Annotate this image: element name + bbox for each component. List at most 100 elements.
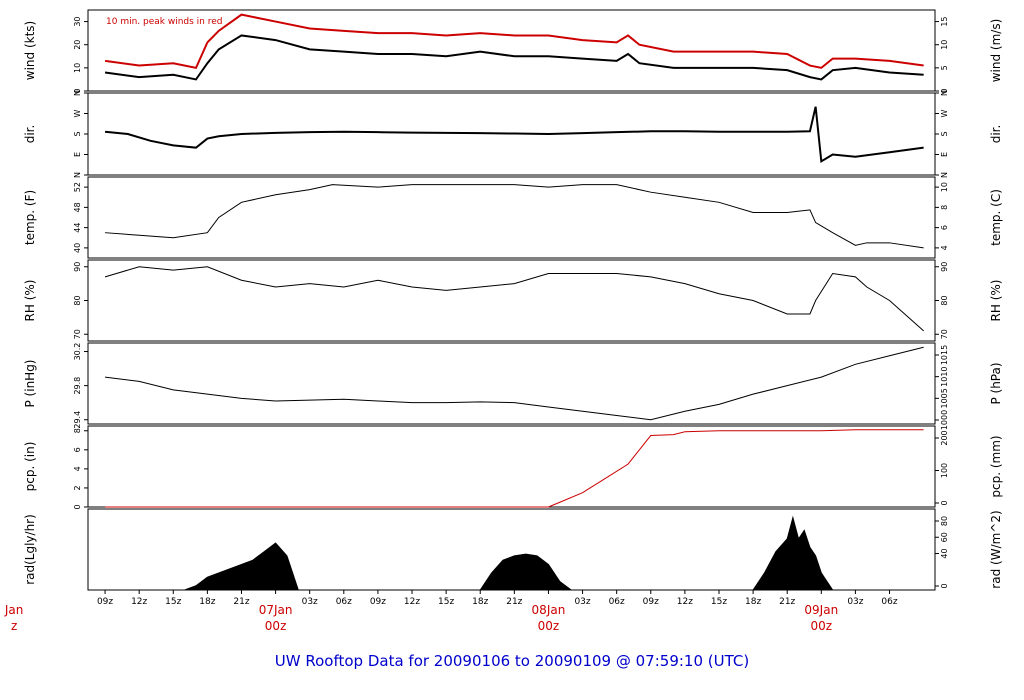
day-marker-time: z [11, 619, 17, 633]
day-marker-label: 08Jan [532, 603, 566, 617]
xtick-label: 09z [97, 597, 113, 607]
ytick-label-left-dir: N [73, 90, 82, 96]
ytick-label-right-rad: 60 [940, 532, 949, 542]
xtick-label: 15z [438, 597, 454, 607]
ytick-label-left-temp: 48 [73, 202, 82, 212]
ytick-label-left-wind: 30 [73, 16, 82, 26]
xtick-label: 03z [302, 597, 318, 607]
xtick-label: 09z [643, 597, 659, 607]
xtick-label: 06z [336, 597, 352, 607]
ytick-label-left-rh: 70 [73, 329, 82, 339]
ytick-label-right-wind: 5 [940, 65, 949, 70]
ytick-label-right-pressure: 1000 [940, 410, 949, 430]
ylabel-left-pcp: pcp. (in) [23, 442, 37, 492]
xtick-label: 06z [609, 597, 625, 607]
ytick-label-right-temp: 6 [940, 225, 949, 230]
ytick-label-left-dir: E [73, 152, 82, 157]
xtick-label: 15z [165, 597, 181, 607]
ytick-label-right-wind: 15 [940, 16, 949, 26]
ytick-label-left-pcp: 0 [73, 504, 82, 509]
ylabel-left-wind: wind (kts) [23, 21, 37, 80]
panel-frame-pressure [87, 342, 936, 425]
ylabel-left-dir: dir. [23, 125, 37, 144]
xtick-label: 03z [574, 597, 590, 607]
xtick-label: 15z [711, 597, 727, 607]
ylabel-right-dir: dir. [989, 125, 1003, 144]
ytick-label-left-temp: 52 [73, 182, 82, 192]
ytick-label-left-pcp: 8 [73, 428, 82, 433]
ytick-label-left-pressure: 30.2 [73, 343, 82, 361]
xtick-label: 12z [131, 597, 147, 607]
panel-frame-pcp [87, 425, 936, 508]
xtick-label: 18z [472, 597, 488, 607]
ytick-label-right-pcp: 100 [940, 463, 949, 478]
xtick-label: 03z [847, 597, 863, 607]
ytick-label-right-pressure: 1015 [940, 345, 949, 365]
day-marker-time: 00z [811, 619, 833, 633]
ytick-label-left-dir: S [73, 131, 82, 136]
xtick-label: 21z [506, 597, 522, 607]
series-wind-1 [104, 13, 924, 69]
day-marker-label: 09Jan [804, 603, 838, 617]
ytick-label-left-temp: 44 [73, 223, 82, 233]
panel-frame-temp [87, 176, 936, 259]
series-dir-0 [104, 106, 924, 164]
ylabel-left-rad: rad(Lgly/hr) [23, 514, 37, 585]
chart-title: UW Rooftop Data for 20090106 to 20090109… [275, 652, 749, 670]
ytick-label-left-pcp: 4 [73, 466, 82, 471]
ytick-label-right-dir: N [940, 90, 949, 96]
ylabel-left-rh: RH (%) [23, 280, 37, 322]
xtick-label: 09z [370, 597, 386, 607]
ytick-label-left-rh: 80 [73, 295, 82, 305]
ytick-label-right-temp: 4 [940, 245, 949, 250]
ylabel-right-wind: wind (m/s) [989, 19, 1003, 83]
ytick-label-left-pcp: 6 [73, 447, 82, 452]
ytick-label-right-dir: W [940, 109, 949, 117]
day-marker-label: Jan [4, 603, 24, 617]
ytick-label-left-pcp: 2 [73, 485, 82, 490]
ytick-label-right-pcp: 200 [940, 430, 949, 445]
ytick-label-left-dir: W [73, 109, 82, 117]
ytick-label-right-rad: 0 [940, 583, 949, 588]
ytick-label-right-dir: E [940, 152, 949, 157]
ytick-label-right-temp: 8 [940, 205, 949, 210]
ylabel-left-temp: temp. (F) [23, 190, 37, 245]
ytick-label-left-pressure: 29.8 [73, 377, 82, 395]
ytick-label-left-wind: 10 [73, 63, 82, 73]
xtick-label: 12z [404, 597, 420, 607]
ylabel-right-rh: RH (%) [989, 280, 1003, 322]
ytick-label-right-rh: 90 [940, 262, 949, 272]
ytick-label-right-dir: S [940, 131, 949, 136]
ytick-label-right-rad: 80 [940, 516, 949, 526]
series-pcp-0 [105, 429, 924, 508]
series-temp-0 [105, 184, 924, 249]
day-marker-label: 07Jan [259, 603, 293, 617]
ytick-label-right-wind: 0 [940, 88, 949, 93]
ytick-label-right-wind: 10 [940, 40, 949, 50]
ytick-label-left-pressure: 29.4 [73, 411, 82, 429]
series-rh-0 [104, 266, 924, 332]
panel-frame-wind [87, 9, 936, 92]
series-wind-0 [104, 34, 924, 81]
xtick-label: 06z [881, 597, 897, 607]
ylabel-right-pcp: pcp. (mm) [989, 435, 1003, 497]
ylabel-right-temp: temp. (C) [989, 189, 1003, 246]
xtick-label: 12z [677, 597, 693, 607]
day-marker-time: 00z [538, 619, 560, 633]
ytick-label-left-rh: 90 [73, 262, 82, 272]
xtick-label: 21z [779, 597, 795, 607]
ylabel-right-pressure: P (hPa) [989, 362, 1003, 404]
xtick-label: 18z [199, 597, 215, 607]
xtick-label: 18z [745, 597, 761, 607]
ytick-label-right-rad: 40 [940, 548, 949, 558]
ytick-label-left-wind: 0 [73, 88, 82, 93]
ylabel-right-rad: rad (W/m^2) [989, 510, 1003, 588]
ytick-label-right-pcp: 0 [940, 500, 949, 505]
ytick-label-right-pressure: 1010 [940, 366, 949, 386]
ytick-label-right-rh: 70 [940, 329, 949, 339]
day-marker-time: 00z [265, 619, 287, 633]
ytick-label-right-dir: N [940, 172, 949, 178]
xtick-label: 21z [233, 597, 249, 607]
ytick-label-left-wind: 20 [73, 40, 82, 50]
